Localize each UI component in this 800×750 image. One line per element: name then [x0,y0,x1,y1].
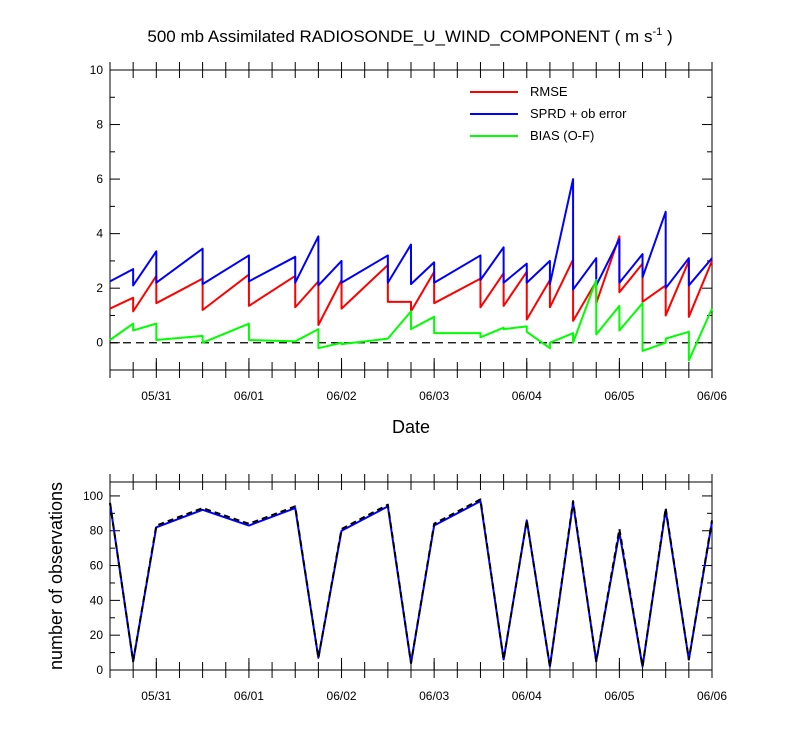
top-ytick-label: 10 [90,63,104,77]
bottom-ytick-label: 100 [83,489,103,503]
bottom-ytick-label: 40 [90,593,104,607]
bottom-ytick-label: 80 [90,524,104,538]
top-series-line-rmse [109,235,713,326]
bottom-ytick-label: 60 [90,559,104,573]
bottom-y-axis: 0 20 40 60 80 100 [83,489,712,677]
top-ytick-label: 4 [96,227,103,241]
top-series-group [109,178,713,362]
bottom-series-group [109,498,713,668]
top-ytick-label: 6 [96,172,103,186]
bottom-xtick-label: 05/31 [141,689,171,703]
top-series-line-bias-o-f [109,279,713,362]
top-xtick-label: 06/04 [512,389,542,403]
legend-label-2: BIAS (O-F) [530,128,594,143]
top-x-axis: 05/31 06/01 06/02 06/03 06/04 06/05 06/06 [109,62,727,403]
bottom-x-axis: 05/31 06/01 06/02 06/03 06/04 06/05 06/06 [109,474,727,703]
bottom-xtick-label: 06/03 [419,689,449,703]
top-ytick-label: 2 [96,281,103,295]
chart-title-units-superscript: -1 [652,26,662,38]
chart-title: 500 mb Assimilated RADIOSONDE_U_WIND_COM… [147,26,672,46]
bottom-xtick-label: 06/04 [512,689,542,703]
top-xtick-label: 06/02 [327,389,357,403]
top-xtick-label: 05/31 [141,389,171,403]
top-xtick-label: 06/01 [234,389,264,403]
bottom-xtick-label: 06/05 [604,689,634,703]
top-ytick-label: 0 [96,336,103,350]
x-axis-label: Date [392,417,430,437]
bottom-xtick-label: 06/06 [697,689,727,703]
bottom-panel: 0 20 40 60 80 100 05/31 06/01 06/02 06/03 06/04 06… [46,474,727,703]
chart-title-main: 500 mb Assimilated RADIOSONDE_U_WIND_COM… [147,27,652,46]
top-xtick-label: 06/05 [604,389,634,403]
top-xtick-label: 06/03 [419,389,449,403]
bottom-series-line-observations-possible [109,498,713,668]
bottom-xtick-label: 06/02 [327,689,357,703]
top-series-line-sprd-ob-error [109,178,713,291]
legend-label-0: RMSE [530,84,568,99]
top-y-axis: 0 2 4 6 8 10 [90,63,712,371]
top-xtick-label: 06/06 [697,389,727,403]
bottom-ytick-label: 0 [96,663,103,677]
y-axis-label-observations: number of observations [46,482,66,670]
top-ytick-label: 8 [96,118,103,132]
bottom-xtick-label: 06/01 [234,689,264,703]
chart-title-close: ) [662,27,672,46]
legend: RMSE SPRD + ob error BIAS (O-F) [470,84,627,143]
legend-label-1: SPRD + ob error [530,106,627,121]
top-panel: 0 2 4 6 8 10 05/31 06/01 06/02 06/03 06/04 06/05 06… [90,62,727,437]
bottom-ytick-label: 20 [90,628,104,642]
bottom-series-line-observations-used [109,500,713,668]
